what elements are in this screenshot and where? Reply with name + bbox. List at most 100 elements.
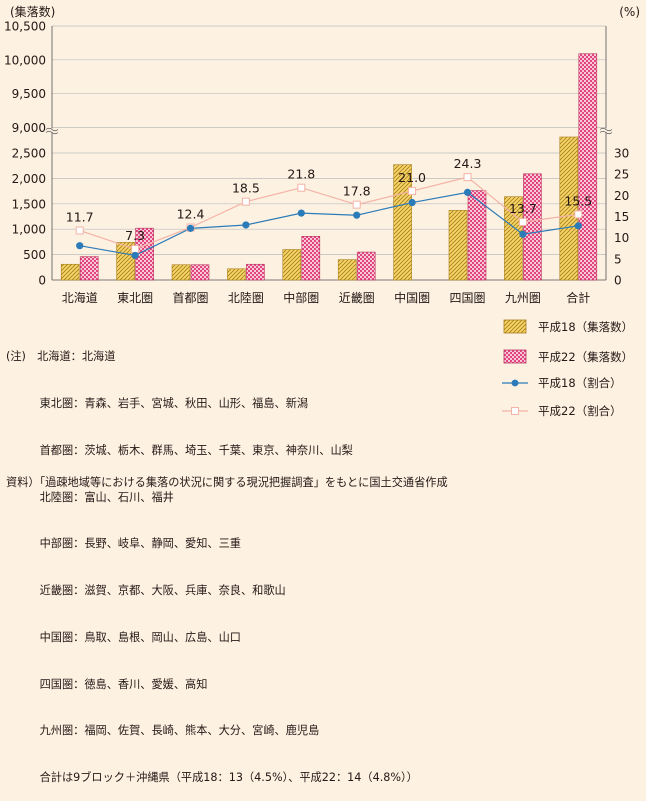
bar-h22-count: [190, 264, 210, 281]
note-line: 合計は9ブロック＋沖縄県（平成18：13（4.5%）、平成22：14（4.8%）…: [6, 771, 418, 785]
line-h22-ratio: [79, 176, 579, 250]
x-tick-label: 近畿圏: [339, 291, 375, 305]
legend-label: 平成18（割合）: [538, 376, 622, 390]
bar-h18-count: [116, 242, 135, 281]
marker-h22-ratio: [574, 210, 583, 219]
marker-h22-ratio: [352, 200, 361, 209]
axis-break-mark: [599, 130, 613, 135]
notes: (注) 北海道：北海道 東北圏：青森、岩手、宮城、秋田、山形、福島、新潟 首都圏…: [6, 318, 418, 801]
marker-h22-ratio: [241, 197, 250, 206]
axis-break: [48, 128, 610, 133]
bar-h22-count: [356, 251, 376, 281]
y-right-tick-label: 25: [614, 168, 629, 182]
x-tick-label: 中国圏: [394, 290, 430, 305]
axis-break-mark: [599, 127, 613, 132]
marker-h22-ratio: [463, 173, 472, 182]
bar-h22-count: [578, 53, 598, 281]
y-left-tick-label: 9,500: [12, 87, 46, 101]
data-label: 18.5: [232, 181, 260, 196]
y-right-tick-label: 0: [614, 274, 622, 288]
y-left-tick-label: 9,000: [12, 121, 46, 135]
bar-h22-count: [523, 173, 542, 281]
marker-h18-ratio: [186, 224, 195, 232]
legend-item-h22-ratio: 平成22（割合）: [500, 402, 646, 420]
marker-h18-ratio: [519, 230, 527, 238]
y-right-tick-label: 20: [614, 189, 629, 203]
y-right-tick-label: 15: [614, 210, 629, 224]
marker-h18-ratio: [242, 221, 250, 229]
marker-h18-ratio: [574, 222, 582, 230]
y-right-tick-label: 10: [614, 231, 629, 245]
data-label: 11.7: [66, 209, 94, 224]
marker-h18-ratio: [76, 242, 84, 250]
bar-h18-count: [282, 249, 302, 281]
y-left-tick-label: 1,500: [12, 197, 46, 211]
marker-h22-ratio: [408, 187, 417, 196]
note-line: 四国圏：徳島、香川、愛媛、高知: [6, 677, 208, 691]
right-axis-label: (%): [619, 5, 640, 19]
legend-item-h22-count: 平成22（集落数）: [500, 348, 646, 366]
check-swatch-icon: [503, 349, 527, 364]
bar-h18-count: [448, 210, 468, 281]
data-label: 24.3: [454, 156, 482, 171]
x-tick-label: 中部圏: [283, 290, 319, 305]
x-tick-label: 九州圏: [505, 291, 541, 305]
legend-item-h18-count: 平成18（集落数）: [500, 318, 646, 336]
y-left-tick-label: 10,000: [4, 53, 46, 67]
bar-h22-count: [246, 263, 265, 281]
bar-h22-count: [79, 256, 99, 281]
marker-h18-ratio: [463, 188, 472, 196]
left-axis-label: (集落数): [10, 4, 55, 19]
marker-h18-ratio: [297, 209, 305, 217]
note-line: 近畿圏：滋賀、京都、大阪、兵庫、奈良、和歌山: [6, 584, 286, 598]
bar-h18-count: [337, 259, 357, 281]
marker-h22-ratio: [518, 218, 527, 227]
note-line: 東北圏：青森、岩手、宮城、秋田、山形、福島、新潟: [6, 396, 309, 410]
data-label: 12.4: [177, 207, 205, 222]
marker-h22-ratio: [131, 245, 140, 254]
data-label: 21.0: [398, 170, 426, 185]
marker-h22-ratio: [297, 183, 306, 192]
note-line: 九州圏：福岡、佐賀、長崎、熊本、大分、宮崎、鹿児島: [6, 724, 320, 738]
bar-h22-count: [467, 190, 487, 281]
x-tick-label: 合計: [566, 290, 590, 305]
legend-label: 平成22（割合）: [538, 404, 622, 418]
axis-break-mark: [45, 130, 59, 135]
x-tick-label: 北陸圏: [228, 291, 264, 305]
y-left-tick-label: 2,000: [12, 172, 46, 186]
bar-h18-count: [60, 263, 80, 281]
marker-h18-ratio: [353, 211, 361, 219]
bar-h22-count: [301, 236, 321, 281]
y-right-tick-label: 5: [614, 252, 622, 266]
legend-label: 平成22（集落数）: [538, 350, 634, 364]
note-line: 中部圏：長野、岐阜、静岡、愛知、三重: [6, 537, 241, 551]
marker-h22-ratio: [75, 226, 84, 235]
x-tick-label: 四国圏: [449, 291, 485, 305]
note-line: (注) 北海道：北海道: [6, 350, 116, 364]
note-line: 首都圏：茨城、栃木、群馬、埼玉、千葉、東京、神奈川、山梨: [6, 443, 353, 457]
bar-h18-count: [171, 264, 191, 281]
hatch-swatch-icon: [503, 319, 527, 334]
x-tick-label: 北海道: [62, 290, 98, 305]
y-left-tick-label: 1,000: [12, 223, 46, 237]
note-line: 北陸圏：富山、石川、福井: [6, 490, 174, 504]
chart: 0 500 1,000 1,500 2,000 2,500 9,000 9,500 10,000…: [4, 4, 640, 305]
data-label: 17.8: [343, 184, 371, 199]
y-left-tick-label: 500: [23, 248, 46, 262]
bar-h18-count: [227, 268, 246, 281]
data-label: 7.3: [125, 228, 145, 243]
source-note: 資料）「過疎地域等における集落の状況に関する現況把握調査」をもとに国土交通省作成: [6, 476, 448, 489]
note-line: 中国圏：鳥取、島根、岡山、広島、山口: [6, 630, 241, 644]
square-line-icon: [502, 407, 528, 415]
bar-h18-count: [559, 136, 579, 281]
legend-label: 平成18（集落数）: [538, 320, 634, 334]
y-left-tick-label: 0: [38, 274, 46, 288]
data-label: 15.5: [564, 193, 592, 208]
x-tick-label: 東北圏: [117, 291, 153, 305]
axis-break-mark: [45, 127, 59, 132]
y-right-tick-label: 30: [614, 147, 629, 161]
y-left-tick-label: 2,500: [12, 147, 46, 161]
data-label: 13.7: [509, 201, 537, 216]
marker-h18-ratio: [131, 251, 139, 260]
data-label: 21.8: [287, 167, 315, 182]
